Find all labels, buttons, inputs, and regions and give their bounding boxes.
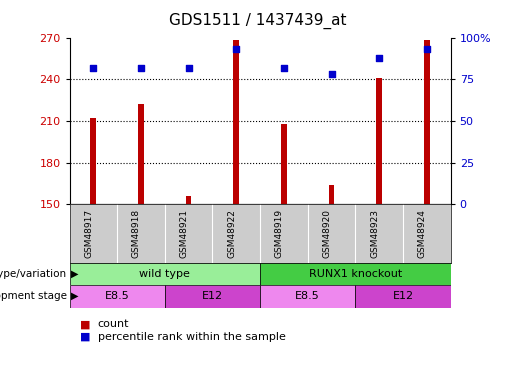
Text: GSM48924: GSM48924 — [418, 209, 427, 258]
Bar — [165, 285, 260, 308]
Bar — [70, 285, 165, 308]
Bar — [281, 124, 287, 204]
Text: ▶: ▶ — [71, 269, 78, 279]
Point — [184, 64, 193, 70]
Point — [137, 64, 145, 70]
Point — [280, 64, 288, 70]
Text: GSM48918: GSM48918 — [132, 209, 141, 258]
Text: GSM48917: GSM48917 — [84, 209, 93, 258]
Text: GSM48922: GSM48922 — [227, 209, 236, 258]
Text: E12: E12 — [392, 291, 414, 301]
Bar — [91, 118, 96, 204]
Text: count: count — [98, 320, 129, 329]
Bar — [260, 262, 451, 285]
Text: GSM48920: GSM48920 — [322, 209, 332, 258]
Point — [375, 54, 383, 60]
Bar — [260, 285, 355, 308]
Text: ■: ■ — [80, 320, 90, 329]
Bar — [355, 285, 451, 308]
Bar — [329, 185, 334, 204]
Text: E12: E12 — [202, 291, 223, 301]
Text: RUNX1 knockout: RUNX1 knockout — [308, 269, 402, 279]
Bar — [138, 104, 144, 204]
Bar — [233, 40, 239, 204]
Text: GDS1511 / 1437439_at: GDS1511 / 1437439_at — [169, 13, 346, 29]
Text: E8.5: E8.5 — [295, 291, 320, 301]
Text: E8.5: E8.5 — [105, 291, 130, 301]
Text: wild type: wild type — [140, 269, 190, 279]
Text: development stage: development stage — [0, 291, 67, 301]
Point — [89, 64, 97, 70]
Text: GSM48921: GSM48921 — [180, 209, 188, 258]
Point — [232, 46, 241, 52]
Bar — [376, 78, 382, 204]
Text: ▶: ▶ — [71, 291, 78, 301]
Text: percentile rank within the sample: percentile rank within the sample — [98, 332, 286, 342]
Text: GSM48923: GSM48923 — [370, 209, 379, 258]
Bar — [70, 262, 260, 285]
Bar — [424, 40, 430, 204]
Text: genotype/variation: genotype/variation — [0, 269, 67, 279]
Text: GSM48919: GSM48919 — [275, 209, 284, 258]
Bar — [186, 196, 192, 204]
Point — [423, 46, 431, 52]
Point — [328, 71, 336, 77]
Text: ■: ■ — [80, 332, 90, 342]
